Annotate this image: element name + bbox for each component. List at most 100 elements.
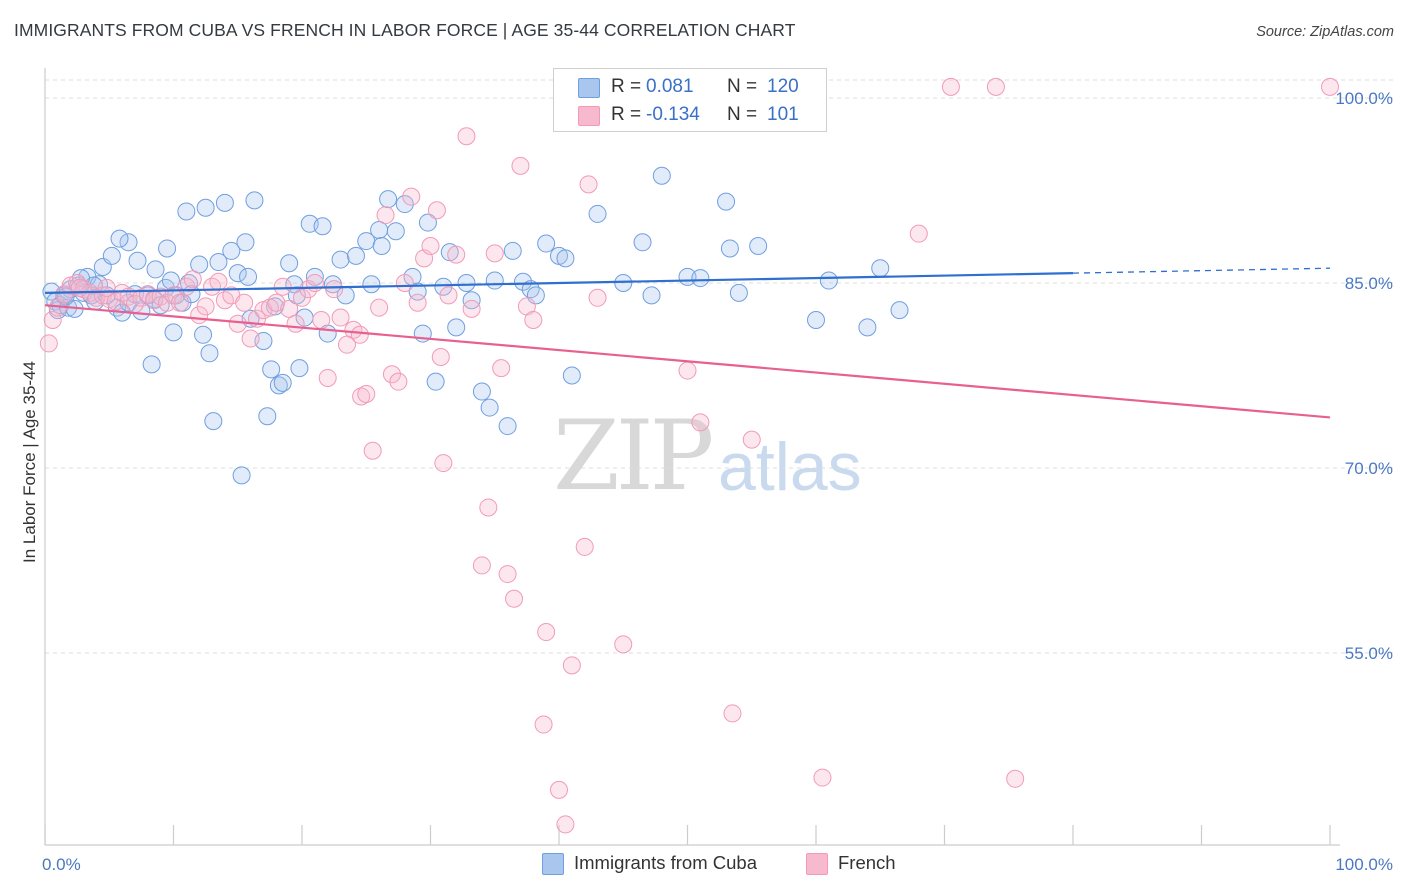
french-point	[575, 537, 594, 556]
french-point	[382, 365, 401, 384]
french-point	[395, 274, 414, 292]
french-point	[183, 270, 202, 289]
french-point	[209, 272, 228, 291]
cuba-point	[245, 191, 264, 210]
french-point	[723, 704, 742, 723]
cuba-point	[457, 274, 476, 292]
french-point	[462, 299, 481, 318]
cuba-point	[132, 302, 151, 321]
cuba-trend-line	[44, 272, 1074, 294]
french-point	[434, 454, 453, 473]
cuba-point	[749, 237, 768, 255]
cuba-point	[472, 382, 491, 401]
french-point	[511, 156, 530, 175]
french-point	[986, 77, 1005, 96]
legend-n-label: N =	[727, 76, 758, 97]
cuba-point	[503, 241, 522, 260]
french-point	[691, 413, 710, 432]
french-point	[305, 274, 324, 292]
cuba-point	[164, 323, 183, 342]
y-axis-title: In Labor Force | Age 35-44	[20, 361, 39, 563]
french-point	[485, 244, 504, 263]
french-point	[909, 224, 928, 243]
cuba-point	[514, 272, 533, 291]
cuba-point	[331, 250, 350, 269]
cuba-point	[196, 198, 215, 217]
cuba-point	[386, 222, 405, 241]
french-point	[579, 175, 598, 194]
legend-r-label: R =	[611, 104, 642, 125]
french-point	[614, 635, 633, 654]
cuba-point	[204, 412, 223, 431]
trend-lines	[44, 267, 1331, 419]
cuba-point	[258, 407, 277, 426]
french-point	[408, 293, 427, 312]
french-point	[421, 237, 440, 255]
french-point	[158, 293, 177, 312]
french-point	[312, 311, 331, 329]
cuba-point	[142, 355, 161, 374]
cuba-point	[720, 239, 739, 258]
cuba-point	[290, 359, 309, 378]
cuba-point	[379, 190, 398, 209]
french-point	[813, 768, 832, 787]
x-tick-label: 0.0%	[42, 855, 81, 874]
french-point	[286, 314, 305, 333]
legend-r-value-cuba: 0.081	[646, 76, 694, 97]
french-point	[39, 334, 58, 353]
cuba-point	[280, 254, 299, 273]
series-cuba-points	[42, 166, 909, 485]
french-point	[228, 314, 247, 333]
cuba-point	[434, 277, 453, 296]
series-french-points	[39, 76, 1339, 834]
cuba-point	[819, 271, 838, 290]
legend-swatch-cuba	[542, 853, 564, 875]
french-point	[427, 201, 446, 220]
cuba-point	[146, 260, 165, 279]
french-point	[402, 187, 421, 206]
cuba-point	[102, 246, 121, 265]
cuba-point	[313, 217, 332, 236]
y-tick-label: 85.0%	[1345, 274, 1393, 293]
cuba-point	[537, 234, 556, 253]
cuba-point	[633, 233, 652, 252]
french-point	[505, 589, 524, 608]
legend-n-value-cuba: 120	[767, 76, 799, 97]
french-point	[537, 623, 556, 642]
gridlines	[45, 79, 1395, 654]
cuba-point	[200, 344, 219, 363]
french-point	[439, 286, 458, 305]
french-point	[534, 715, 553, 734]
french-point	[235, 293, 254, 312]
cuba-point	[418, 213, 437, 232]
cuba-point	[717, 192, 736, 211]
cuba-point	[588, 204, 607, 223]
french-point	[273, 277, 292, 296]
french-point	[550, 780, 568, 799]
french-point	[170, 293, 189, 312]
x-tick-label: 100.0%	[1335, 855, 1393, 874]
cuba-point	[262, 360, 281, 379]
french-point	[431, 348, 450, 366]
cuba-point	[273, 373, 292, 392]
cuba-trend-extension	[1072, 267, 1331, 274]
french-point	[318, 368, 337, 387]
french-trend-line	[44, 304, 1331, 419]
legend-row-french: R = -0.134 N = 101	[554, 100, 826, 130]
french-point	[331, 308, 350, 327]
french-point	[556, 815, 575, 834]
french-point	[70, 278, 89, 297]
french-point	[498, 565, 517, 584]
french-point	[457, 127, 476, 146]
french-point	[363, 441, 382, 460]
legend-n-label: N =	[727, 104, 758, 125]
y-tick-label: 100.0%	[1335, 89, 1393, 108]
cuba-point	[498, 417, 517, 436]
french-point	[447, 245, 466, 264]
cuba-point	[485, 271, 504, 290]
french-point	[357, 385, 376, 403]
french-point	[389, 372, 408, 391]
cuba-point	[871, 259, 890, 278]
french-point	[588, 288, 607, 307]
